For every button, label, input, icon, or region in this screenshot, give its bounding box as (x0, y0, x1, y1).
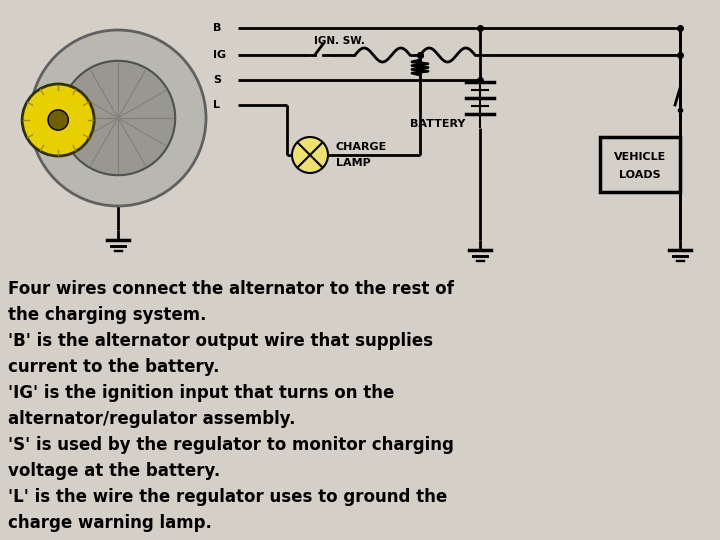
Circle shape (292, 137, 328, 173)
Text: B: B (213, 23, 221, 33)
Text: the charging system.: the charging system. (8, 306, 207, 324)
Text: 'B' is the alternator output wire that supplies: 'B' is the alternator output wire that s… (8, 332, 433, 350)
Bar (600, 137, 680, 192)
Text: LOADS: LOADS (619, 170, 661, 180)
Text: 'IG' is the ignition input that turns on the: 'IG' is the ignition input that turns on… (8, 384, 395, 402)
Text: IG: IG (213, 50, 226, 60)
Text: 'S' is used by the regulator to monitor charging: 'S' is used by the regulator to monitor … (8, 436, 454, 454)
Text: VEHICLE: VEHICLE (614, 152, 666, 162)
Text: voltage at the battery.: voltage at the battery. (8, 462, 220, 480)
Text: charge warning lamp.: charge warning lamp. (8, 514, 212, 532)
Circle shape (48, 110, 68, 130)
Text: Four wires connect the alternator to the rest of: Four wires connect the alternator to the… (8, 280, 454, 298)
Text: IGN. SW.: IGN. SW. (314, 36, 364, 46)
Circle shape (60, 61, 175, 175)
Text: S: S (213, 75, 221, 85)
Circle shape (30, 30, 206, 206)
Text: alternator/regulator assembly.: alternator/regulator assembly. (8, 410, 295, 428)
Text: LAMP: LAMP (336, 158, 371, 168)
Text: L: L (213, 100, 220, 110)
Text: BATTERY: BATTERY (410, 119, 465, 129)
Circle shape (22, 84, 94, 156)
Text: current to the battery.: current to the battery. (8, 358, 220, 376)
Text: CHARGE: CHARGE (336, 142, 387, 152)
Text: 'L' is the wire the regulator uses to ground the: 'L' is the wire the regulator uses to gr… (8, 488, 447, 506)
